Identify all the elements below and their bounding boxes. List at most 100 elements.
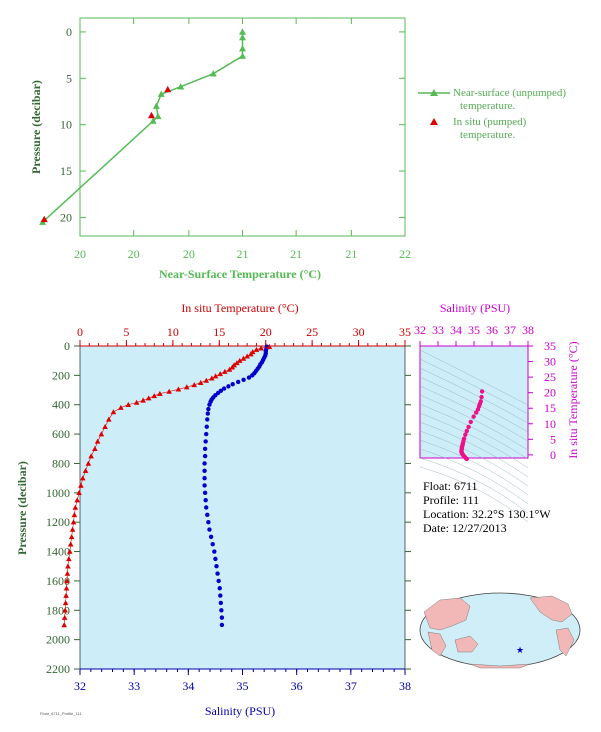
x-tick-label: 21 <box>345 247 357 261</box>
temperature-point <box>82 467 89 474</box>
pressure-tick-label: 1400 <box>46 545 70 559</box>
map-land-south-america <box>555 627 575 657</box>
near-surface-x-axis-label: Near-Surface Temperature (°C) <box>159 267 321 281</box>
pressure-tick-label: 2200 <box>46 662 70 676</box>
temperature-point <box>248 351 254 357</box>
in-situ-point <box>148 111 155 119</box>
pressure-tick-label: 1800 <box>46 603 70 617</box>
pressure-tick-label: 400 <box>52 398 70 412</box>
salinity-point <box>219 608 224 613</box>
x-tick-label: 20 <box>128 247 140 261</box>
salinity-point <box>204 505 209 510</box>
temperature-point <box>151 393 158 399</box>
near-surface-point <box>209 70 217 77</box>
salinity-point <box>218 593 223 598</box>
salinity-point <box>206 406 211 412</box>
map-land-antarctica <box>469 663 531 669</box>
density-contour-line <box>419 376 529 433</box>
temperature-point <box>64 570 71 576</box>
pressure-tick-label: 0 <box>64 339 70 353</box>
salinity-point <box>203 497 208 503</box>
temperature-point <box>110 409 117 415</box>
near-surface-point <box>149 117 157 124</box>
temperature-point <box>74 497 81 503</box>
density-contour-line <box>419 421 529 478</box>
footer-tag: Float_6711_Profile_111 <box>40 711 82 716</box>
ts-point <box>471 414 476 419</box>
temperature-point <box>71 512 78 518</box>
pressure-tick-label: 800 <box>52 456 70 470</box>
temperature-point <box>85 460 92 466</box>
salinity-bottom-axis-label: Salinity (PSU) <box>205 704 275 718</box>
x-tick-label: 21 <box>237 247 249 261</box>
salinity-point <box>250 373 255 378</box>
salinity-point <box>202 461 207 466</box>
density-contour-line <box>419 403 529 460</box>
float-location: Location: 32.2°S 130.1°W <box>423 507 551 521</box>
salinity-point <box>204 431 209 437</box>
salinity-tick-label: 34 <box>182 679 194 693</box>
temperature-point <box>175 386 182 392</box>
ts-salinity-tick-label: 36 <box>486 323 498 337</box>
density-contour-line <box>419 394 529 451</box>
ts-temperature-tick-label: 0 <box>550 448 556 462</box>
y-tick-label: 20 <box>60 210 72 224</box>
legend-marker-near-surface <box>430 89 438 96</box>
temperature-point <box>240 355 247 361</box>
salinity-point <box>216 578 221 584</box>
ts-salinity-tick-label: 37 <box>504 323 516 337</box>
ts-salinity-tick-label: 35 <box>468 323 480 337</box>
temperature-point <box>166 388 172 394</box>
ts-salinity-tick-label: 34 <box>450 323 462 337</box>
near-surface-point <box>239 52 246 59</box>
profile-date: Date: 12/27/2013 <box>423 521 507 535</box>
temperature-point <box>78 482 84 488</box>
salinity-tick-label: 38 <box>399 679 411 693</box>
temperature-tick-label: 10 <box>167 325 179 339</box>
temperature-point <box>191 382 198 388</box>
temperature-tick-label: 0 <box>77 325 83 339</box>
density-contour-line <box>419 466 529 523</box>
near-surface-temperature-chart: 20 20 20 21 21 21 22 0 5 10 15 20 Near-Surface Temp… <box>29 17 566 281</box>
salinity-point <box>217 586 222 591</box>
map-land-africa-edge <box>427 631 447 657</box>
temperature-point <box>63 585 70 591</box>
map-land <box>423 595 575 669</box>
x-tick-label: 21 <box>290 247 302 261</box>
temperature-tick-label: 30 <box>353 325 365 339</box>
temperature-point <box>125 401 132 407</box>
profile-series <box>61 343 273 628</box>
salinity-tick-label: 37 <box>345 679 357 693</box>
temperature-point <box>118 404 124 410</box>
ts-point <box>466 424 471 430</box>
temperature-point <box>72 504 79 510</box>
in-situ-point <box>40 215 48 223</box>
salinity-point <box>235 379 241 385</box>
salinity-point <box>206 519 211 525</box>
salinity-point <box>219 615 225 620</box>
near-surface-axis-ticks: 20 20 20 21 21 21 22 0 5 10 15 20 <box>60 18 411 261</box>
ts-point <box>468 419 473 425</box>
temperature-point <box>217 371 224 377</box>
temperature-point <box>212 373 219 379</box>
temperature-point <box>61 614 68 620</box>
ts-temperature-tick-label: 15 <box>544 401 556 415</box>
temperature-tick-label: 25 <box>306 325 318 339</box>
near-surface-y-axis-label: Pressure (decibar) <box>29 80 43 174</box>
profile-axes: 0 5 10 15 20 25 30 35 32 33 34 35 36 37 38 0 200 400 600 80… <box>46 325 411 693</box>
temperature-point <box>68 534 75 540</box>
density-contour-line <box>419 448 529 505</box>
legend-label-in-situ-2: temperature. <box>460 129 516 141</box>
y-tick-label: 15 <box>60 164 72 178</box>
density-contour-line <box>419 349 529 406</box>
temperature-point <box>62 607 68 613</box>
temperature-point <box>62 600 69 606</box>
temperature-point <box>222 368 228 374</box>
temperature-tick-label: 35 <box>399 325 411 339</box>
salinity-point <box>210 542 215 547</box>
temperature-point <box>94 438 101 444</box>
ts-point <box>464 428 469 434</box>
density-contour-line <box>419 439 529 496</box>
temperature-point <box>76 490 82 496</box>
pressure-tick-label: 1000 <box>46 486 70 500</box>
